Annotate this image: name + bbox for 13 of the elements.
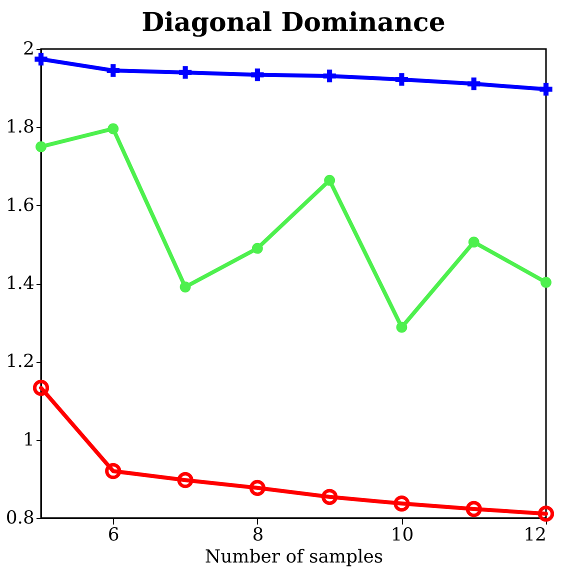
x-tick-label: 10 — [390, 524, 414, 546]
chart-title: Diagonal Dominance — [142, 8, 446, 38]
x-tick-label: 8 — [252, 524, 264, 546]
y-tick-label: 1.8 — [6, 116, 34, 138]
y-tick-label: 1 — [23, 429, 34, 450]
y-tick-label: 1.4 — [6, 273, 34, 294]
y-tick-label: 0.8 — [6, 508, 34, 528]
y-tick-label: 2 — [23, 38, 34, 60]
y-tick-label: 1.6 — [6, 194, 34, 216]
x-tick-label: 6 — [108, 524, 120, 546]
y-tick-label: 1.2 — [6, 351, 34, 372]
x-tick-label: 12 — [524, 524, 546, 546]
x-axis-title: Number of samples — [204, 546, 384, 568]
